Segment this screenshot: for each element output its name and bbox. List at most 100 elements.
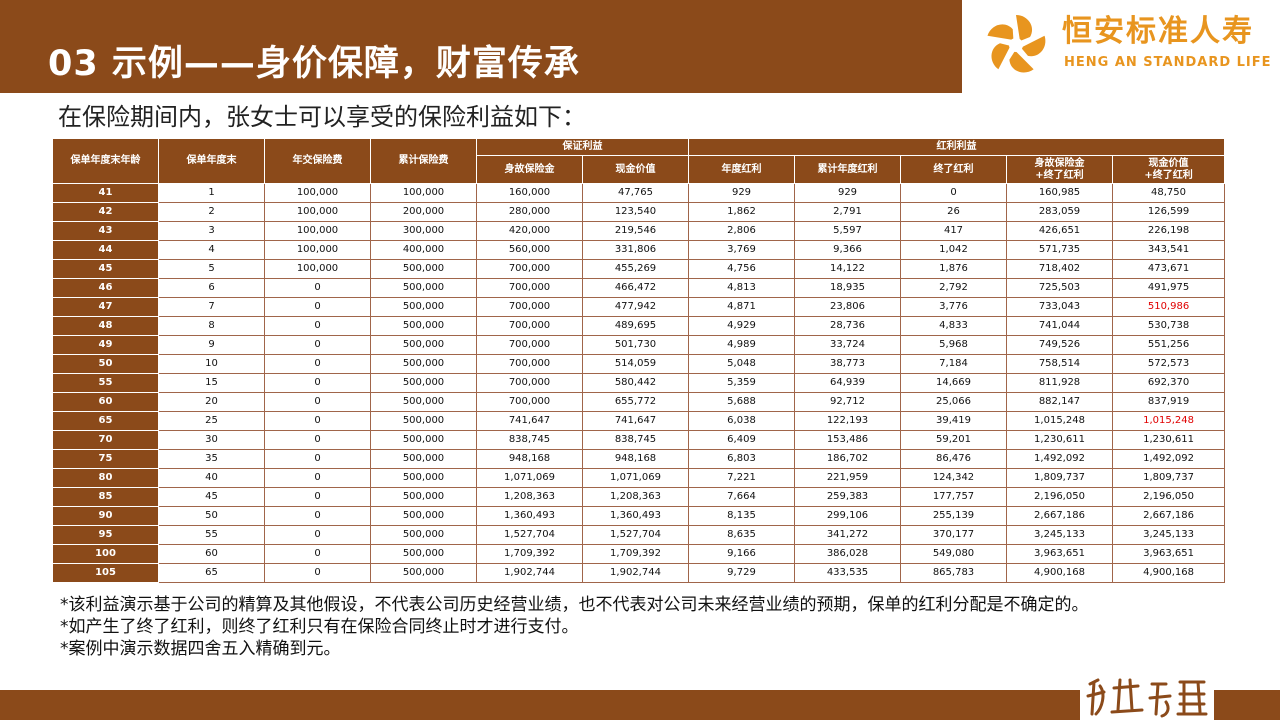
cell-cash-value: 948,168 bbox=[582, 449, 689, 469]
cell-total-premium: 500,000 bbox=[370, 354, 477, 374]
cell-annual-bonus: 3,769 bbox=[688, 240, 795, 260]
cell-death-benefit: 700,000 bbox=[476, 392, 583, 412]
cell-total-premium: 500,000 bbox=[370, 468, 477, 488]
cell-cum-bonus: 38,773 bbox=[794, 354, 901, 374]
cell-death-plus: 733,043 bbox=[1006, 297, 1113, 317]
col-header-year: 保单年度末 bbox=[158, 138, 265, 184]
cell-death-plus: 749,526 bbox=[1006, 335, 1113, 355]
footnote-2: *如产生了终了红利，则终了红利只有在保险合同终止时才进行支付。 bbox=[60, 617, 579, 637]
table-row: 55 15 0 500,000 700,000 580,442 5,359 64,939 14,… bbox=[52, 373, 1226, 393]
cell-annual-premium: 0 bbox=[264, 487, 371, 507]
cell-age: 85 bbox=[52, 487, 159, 507]
cell-annual-bonus: 5,048 bbox=[688, 354, 795, 374]
cell-annual-bonus: 8,135 bbox=[688, 506, 795, 526]
cell-cash-value: 1,902,744 bbox=[582, 563, 689, 583]
cell-cash-value: 1,208,363 bbox=[582, 487, 689, 507]
cell-annual-premium: 0 bbox=[264, 544, 371, 564]
cell-total-premium: 500,000 bbox=[370, 373, 477, 393]
cell-cum-bonus: 221,959 bbox=[794, 468, 901, 488]
cell-cum-bonus: 299,106 bbox=[794, 506, 901, 526]
cell-death-benefit: 700,000 bbox=[476, 354, 583, 374]
cell-cash-plus: 1,230,611 bbox=[1111, 430, 1226, 450]
cell-terminal-bonus: 370,177 bbox=[900, 525, 1007, 545]
cell-age: 41 bbox=[52, 183, 159, 203]
cell-death-benefit: 741,647 bbox=[476, 411, 583, 431]
table-row: 48 8 0 500,000 700,000 489,695 4,929 28,736 4,83… bbox=[52, 316, 1226, 336]
cell-terminal-bonus: 1,042 bbox=[900, 240, 1007, 260]
table-row: 50 10 0 500,000 700,000 514,059 5,048 38,773 7,1… bbox=[52, 354, 1226, 374]
cell-cash-value: 331,806 bbox=[582, 240, 689, 260]
cell-death-plus: 1,809,737 bbox=[1006, 468, 1113, 488]
cell-terminal-bonus: 865,783 bbox=[900, 563, 1007, 583]
cell-cash-plus: 491,975 bbox=[1111, 278, 1226, 298]
cell-annual-bonus: 6,803 bbox=[688, 449, 795, 469]
brand-name-cn: 恒安标准人寿 bbox=[1062, 14, 1254, 49]
cell-annual-premium: 100,000 bbox=[264, 202, 371, 222]
table-row: 44 4 100,000 400,000 560,000 331,806 3,769 9,36… bbox=[52, 240, 1226, 260]
cell-death-plus: 2,196,050 bbox=[1006, 487, 1113, 507]
cell-annual-bonus: 929 bbox=[688, 183, 795, 203]
cell-death-plus: 1,492,092 bbox=[1006, 449, 1113, 469]
cell-cash-value: 1,709,392 bbox=[582, 544, 689, 564]
cell-death-benefit: 1,360,493 bbox=[476, 506, 583, 526]
cell-year: 8 bbox=[158, 316, 265, 336]
cell-cash-value: 455,269 bbox=[582, 259, 689, 279]
cell-age: 55 bbox=[52, 373, 159, 393]
group-header-guaranteed: 保证利益 bbox=[476, 138, 689, 156]
cell-terminal-bonus: 14,669 bbox=[900, 373, 1007, 393]
cell-terminal-bonus: 4,833 bbox=[900, 316, 1007, 336]
cell-total-premium: 500,000 bbox=[370, 525, 477, 545]
cell-year: 4 bbox=[158, 240, 265, 260]
cell-annual-premium: 0 bbox=[264, 563, 371, 583]
intro-text: 在保险期间内，张女士可以享受的保险利益如下： bbox=[58, 103, 586, 131]
cell-cash-plus: 3,963,651 bbox=[1111, 544, 1226, 564]
cell-annual-bonus: 1,862 bbox=[688, 202, 795, 222]
cell-death-plus: 160,985 bbox=[1006, 183, 1113, 203]
cell-cash-value: 1,360,493 bbox=[582, 506, 689, 526]
cell-terminal-bonus: 26 bbox=[900, 202, 1007, 222]
cell-year: 9 bbox=[158, 335, 265, 355]
cell-annual-premium: 0 bbox=[264, 506, 371, 526]
benefit-table: 保单年度末年龄 保单年度末 年交保险费 累计保险费 保证利益 红利利益 身故保险… bbox=[52, 138, 1226, 583]
cell-cum-bonus: 18,935 bbox=[794, 278, 901, 298]
cell-death-benefit: 560,000 bbox=[476, 240, 583, 260]
cell-cash-value: 501,730 bbox=[582, 335, 689, 355]
cell-cash-value: 655,772 bbox=[582, 392, 689, 412]
footnotes: *该利益演示基于公司的精算及其他假设，不代表公司历史经营业绩，也不代表对公司未来… bbox=[60, 594, 1230, 660]
col-header-cash-plus-line2: +终了红利 bbox=[1144, 169, 1193, 181]
col-header-death-plus-line1: 身故保险金 bbox=[1034, 157, 1085, 169]
table-row: 43 3 100,000 300,000 420,000 219,546 2,806 5,59… bbox=[52, 221, 1226, 241]
cell-cash-plus: 1,015,248 bbox=[1111, 411, 1226, 431]
table-row: 70 30 0 500,000 838,745 838,745 6,409 153,486 59… bbox=[52, 430, 1226, 450]
cell-cum-bonus: 33,724 bbox=[794, 335, 901, 355]
table-row: 60 20 0 500,000 700,000 655,772 5,688 92,712 25,… bbox=[52, 392, 1226, 412]
cell-annual-premium: 100,000 bbox=[264, 259, 371, 279]
cell-cash-value: 580,442 bbox=[582, 373, 689, 393]
cell-total-premium: 500,000 bbox=[370, 544, 477, 564]
cell-total-premium: 500,000 bbox=[370, 487, 477, 507]
table-row: 65 25 0 500,000 741,647 741,647 6,038 122,193 39… bbox=[52, 411, 1226, 431]
cell-year: 6 bbox=[158, 278, 265, 298]
cell-age: 42 bbox=[52, 202, 159, 222]
cell-cash-value: 466,472 bbox=[582, 278, 689, 298]
cell-death-benefit: 1,208,363 bbox=[476, 487, 583, 507]
cell-total-premium: 300,000 bbox=[370, 221, 477, 241]
cell-age: 60 bbox=[52, 392, 159, 412]
cell-age: 45 bbox=[52, 259, 159, 279]
col-header-cash-plus-line1: 现金价值 bbox=[1148, 157, 1189, 169]
cell-death-plus: 758,514 bbox=[1006, 354, 1113, 374]
cell-cash-value: 741,647 bbox=[582, 411, 689, 431]
cell-death-benefit: 700,000 bbox=[476, 297, 583, 317]
cell-death-benefit: 700,000 bbox=[476, 278, 583, 298]
cell-cash-plus: 126,599 bbox=[1111, 202, 1226, 222]
cell-year: 1 bbox=[158, 183, 265, 203]
cell-cash-value: 838,745 bbox=[582, 430, 689, 450]
cell-total-premium: 500,000 bbox=[370, 430, 477, 450]
cell-age: 65 bbox=[52, 411, 159, 431]
col-header-total-premium: 累计保险费 bbox=[370, 138, 477, 184]
cell-annual-bonus: 9,729 bbox=[688, 563, 795, 583]
cell-age: 95 bbox=[52, 525, 159, 545]
table-row: 41 1 100,000 100,000 160,000 47,765 929 929 0 160… bbox=[52, 183, 1226, 203]
cell-death-benefit: 700,000 bbox=[476, 373, 583, 393]
cell-cash-value: 219,546 bbox=[582, 221, 689, 241]
